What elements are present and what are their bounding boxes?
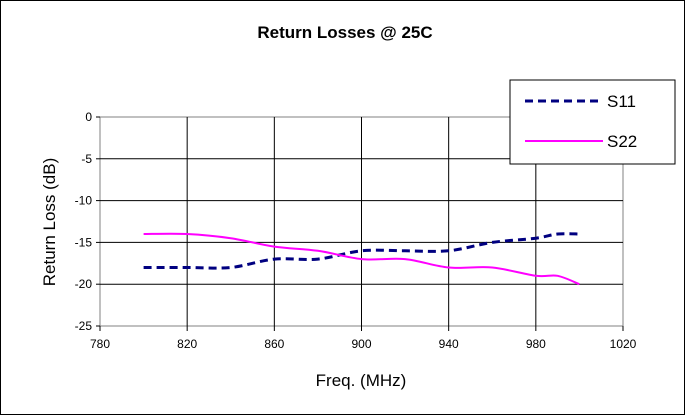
series-line-s22 [143,232,580,286]
y-tick-label: -10 [75,194,93,208]
chart-title: Return Losses @ 25C [257,23,432,42]
legend: S11 S22 [509,79,676,165]
legend-box [509,79,676,165]
y-tick-label: -15 [75,235,93,249]
y-tick-label: -20 [75,277,93,291]
y-tick-label: -25 [75,319,93,333]
x-tick-label: 900 [351,337,371,351]
x-tick-label: 1020 [610,337,637,351]
x-tick-label: 980 [526,337,546,351]
y-axis-label: Return Loss (dB) [40,158,59,287]
y-tick-label: -5 [81,152,92,166]
legend-label-s11: S11 [607,92,636,111]
x-axis-label: Freq. (MHz) [316,371,407,390]
legend-label-s22: S22 [607,132,637,151]
x-tick-label: 780 [90,337,110,351]
y-axis-ticks: 0 -5 -10 -15 -20 -25 [75,110,100,333]
x-tick-label: 820 [177,337,197,351]
y-tick-label: 0 [85,110,92,124]
series-line-s11 [143,232,580,270]
x-tick-label: 940 [439,337,459,351]
x-axis-ticks: 780 820 860 900 940 980 1020 [90,326,637,351]
grid-lines [100,117,623,326]
series-lines [143,232,580,286]
x-tick-label: 860 [264,337,284,351]
